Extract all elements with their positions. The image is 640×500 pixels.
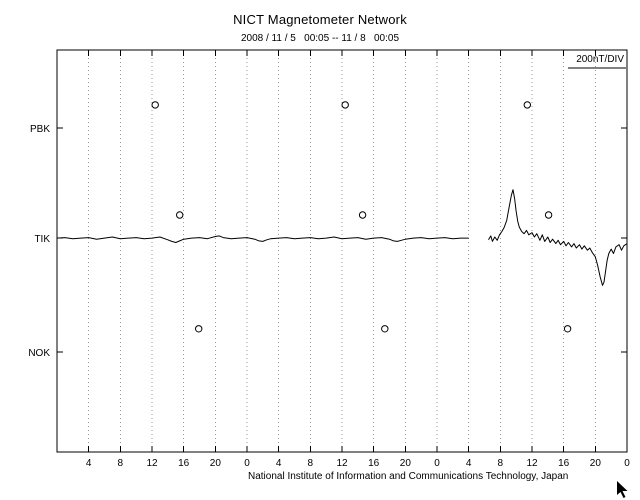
daily-circle-marker (381, 325, 389, 333)
daily-circle-marker (523, 101, 531, 109)
x-axis-labels-group: 4 8 12 16 20 0 4 8 12 16 20 0 4 8 12 16 20 0 (86, 458, 630, 469)
x-axis-tick-label: 16 (558, 458, 570, 469)
trace-tik (56, 235, 469, 243)
institute-footer-text: National Institute of Information and Co… (248, 471, 569, 482)
page-title: NICT Magnetometer Network (233, 12, 407, 27)
x-axis-tick-label: 8 (498, 458, 504, 469)
axis-ticks-group (57, 50, 628, 452)
station-label-pbk: PBK (30, 124, 50, 135)
daily-circle-marker (176, 211, 184, 219)
daily-circle-marker (195, 325, 203, 333)
trace-series-group (56, 189, 628, 286)
x-axis-tick-label: 16 (178, 458, 190, 469)
x-axis-tick-label: 12 (336, 458, 348, 469)
x-axis-tick-label: 20 (400, 458, 412, 469)
x-axis-tick-label: 4 (466, 458, 472, 469)
x-axis-tick-label: 4 (276, 458, 282, 469)
x-axis-tick-label: 20 (590, 458, 602, 469)
x-axis-tick-label: 12 (146, 458, 158, 469)
daily-circle-marker (341, 101, 349, 109)
trace-tik (488, 189, 628, 286)
x-axis-tick-label: 12 (526, 458, 538, 469)
daily-circle-marker (563, 325, 572, 333)
x-axis-tick-label: 4 (86, 458, 92, 469)
x-axis-tick-label: 20 (210, 458, 222, 469)
cursor-icon (617, 481, 628, 498)
daily-circle-marker (151, 101, 159, 109)
x-axis-tick-label: 0 (244, 458, 250, 469)
scale-unit-label: 200nT/DIV (576, 54, 624, 65)
x-axis-tick-label: 16 (368, 458, 380, 469)
x-axis-tick-label: 0 (624, 458, 630, 469)
x-axis-tick-label: 0 (434, 458, 440, 469)
gridlines-group (88, 50, 596, 452)
daily-circle-marker (544, 211, 553, 219)
date-range-subtitle: 2008 / 11 / 5 00:05 -- 11 / 8 00:05 (240, 33, 400, 44)
station-label-tik: TIK (34, 234, 50, 245)
x-axis-tick-label: 8 (308, 458, 314, 469)
station-labels-group: PBK TIK NOK (28, 124, 50, 359)
x-axis-tick-label: 8 (118, 458, 124, 469)
daily-markers-group (151, 101, 572, 333)
station-label-nok: NOK (28, 348, 50, 359)
daily-circle-marker (358, 211, 367, 219)
